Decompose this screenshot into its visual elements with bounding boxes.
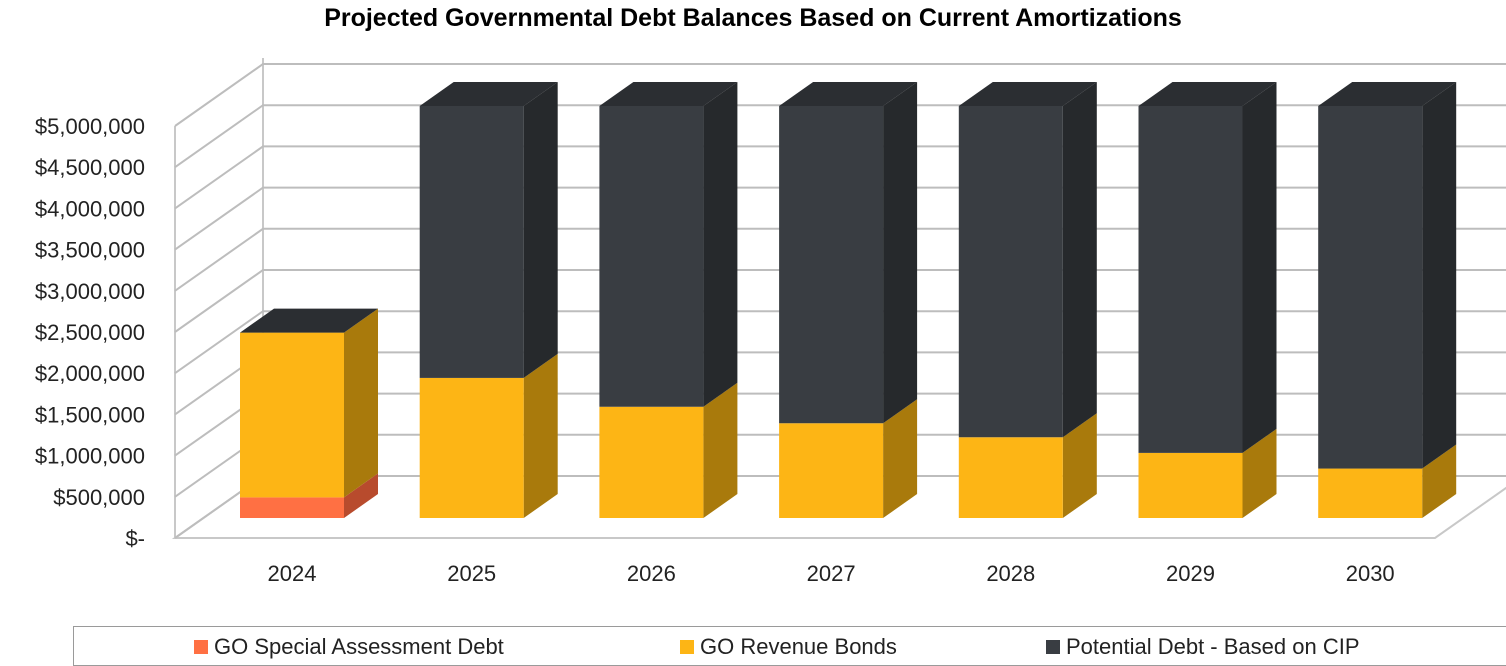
y-tick-labels: $- $500,000 $1,000,000 $1,500,000 $2,000,000…: [35, 114, 145, 551]
y-tick-label: $1,500,000: [35, 402, 145, 427]
bar-top: [1138, 82, 1277, 106]
y-tick-label: $3,500,000: [35, 238, 145, 263]
legend-swatch: [194, 640, 208, 654]
x-tick-label: 2026: [627, 561, 676, 586]
bars: [240, 82, 1457, 518]
bar-side-1: [703, 382, 738, 518]
bar-2026-series-2: [599, 106, 704, 407]
bar-2027-series-2: [779, 106, 884, 424]
bar-2030-series-2: [1318, 106, 1423, 469]
bar-side-1: [1242, 428, 1277, 518]
bar-stack-2027: [779, 82, 918, 518]
bar-2025-series-1: [419, 377, 524, 518]
bar-side-1: [523, 353, 558, 518]
bar-stack-2025: [419, 82, 558, 518]
legend-label: GO Special Assessment Debt: [214, 634, 504, 659]
chart-plot: $- $500,000 $1,000,000 $1,500,000 $2,000,000…: [35, 58, 1506, 586]
legend-swatch: [1046, 640, 1060, 654]
x-tick-label: 2027: [807, 561, 856, 586]
y-tick-label: $500,000: [53, 485, 145, 510]
gridline: [174, 310, 1506, 375]
bar-side-1: [883, 399, 918, 518]
y-tick-label: $4,000,000: [35, 196, 145, 221]
bar-top: [779, 82, 918, 106]
bar-side-1: [344, 308, 378, 498]
chart-title: Projected Governmental Debt Balances Bas…: [324, 4, 1182, 32]
gridline: [174, 186, 1506, 251]
bar-side-1: [1062, 413, 1097, 518]
bar-top: [1318, 82, 1457, 106]
y-tick-label: $-: [125, 526, 145, 551]
bar-side-2: [523, 82, 558, 378]
bar-2029-series-1: [1138, 452, 1243, 518]
x-tick-label: 2024: [268, 561, 317, 586]
y-tick-label: $5,000,000: [35, 114, 145, 139]
bar-stack-2030: [1318, 82, 1457, 518]
bar-side-1: [1422, 444, 1457, 518]
legend-label: GO Revenue Bonds: [700, 634, 897, 659]
bar-2029-series-2: [1138, 106, 1243, 453]
bar-2026-series-1: [599, 406, 704, 518]
bar-side-2: [1062, 82, 1097, 438]
bar-side-2: [1422, 82, 1457, 469]
bar-2025-series-2: [419, 106, 524, 378]
bar-2030-series-1: [1318, 468, 1423, 518]
gridline: [174, 63, 1506, 127]
bar-side-2: [1242, 82, 1277, 453]
bar-side-0: [344, 473, 378, 518]
bar-2028-series-2: [958, 106, 1063, 438]
legend: GO Special Assessment Debt GO Revenue Bo…: [73, 626, 1506, 666]
legend-item-special-assessment: GO Special Assessment Debt: [194, 634, 504, 660]
x-tick-label: 2028: [986, 561, 1035, 586]
bar-stack-2029: [1138, 82, 1277, 518]
gridline: [174, 145, 1506, 210]
y-tick-label: $2,500,000: [35, 320, 145, 345]
x-tick-label: 2025: [447, 561, 496, 586]
legend-swatch: [680, 640, 694, 654]
bar-stack-2028: [958, 82, 1097, 518]
x-tick-label: 2029: [1166, 561, 1215, 586]
bar-side-2: [703, 82, 738, 407]
legend-item-revenue-bonds: GO Revenue Bonds: [680, 634, 897, 660]
bar-2028-series-1: [958, 437, 1063, 518]
bar-top: [958, 82, 1097, 106]
y-tick-label: $1,000,000: [35, 444, 145, 469]
x-tick-label: 2030: [1346, 561, 1395, 586]
bar-stack-2026: [599, 82, 738, 518]
legend-item-potential-debt: Potential Debt - Based on CIP: [1046, 634, 1360, 660]
y-tick-label: $2,000,000: [35, 361, 145, 386]
gridline: [174, 227, 1506, 292]
bar-top: [599, 82, 738, 106]
bar-2024-series-0: [240, 497, 344, 518]
bar-2024-series-1: [240, 332, 344, 498]
y-tick-label: $3,000,000: [35, 279, 145, 304]
legend-label: Potential Debt - Based on CIP: [1066, 634, 1360, 659]
gridline: [174, 104, 1506, 169]
bar-side-2: [883, 82, 918, 424]
bar-2027-series-1: [779, 423, 884, 518]
y-tick-label: $4,500,000: [35, 155, 145, 180]
bar-stack-2024: [240, 308, 378, 518]
bar-top: [419, 82, 558, 106]
bar-top: [240, 308, 378, 333]
gridline: [174, 269, 1506, 333]
x-tick-labels: 2024 2025 2026 2027 2028 2029 2030: [268, 561, 1395, 586]
